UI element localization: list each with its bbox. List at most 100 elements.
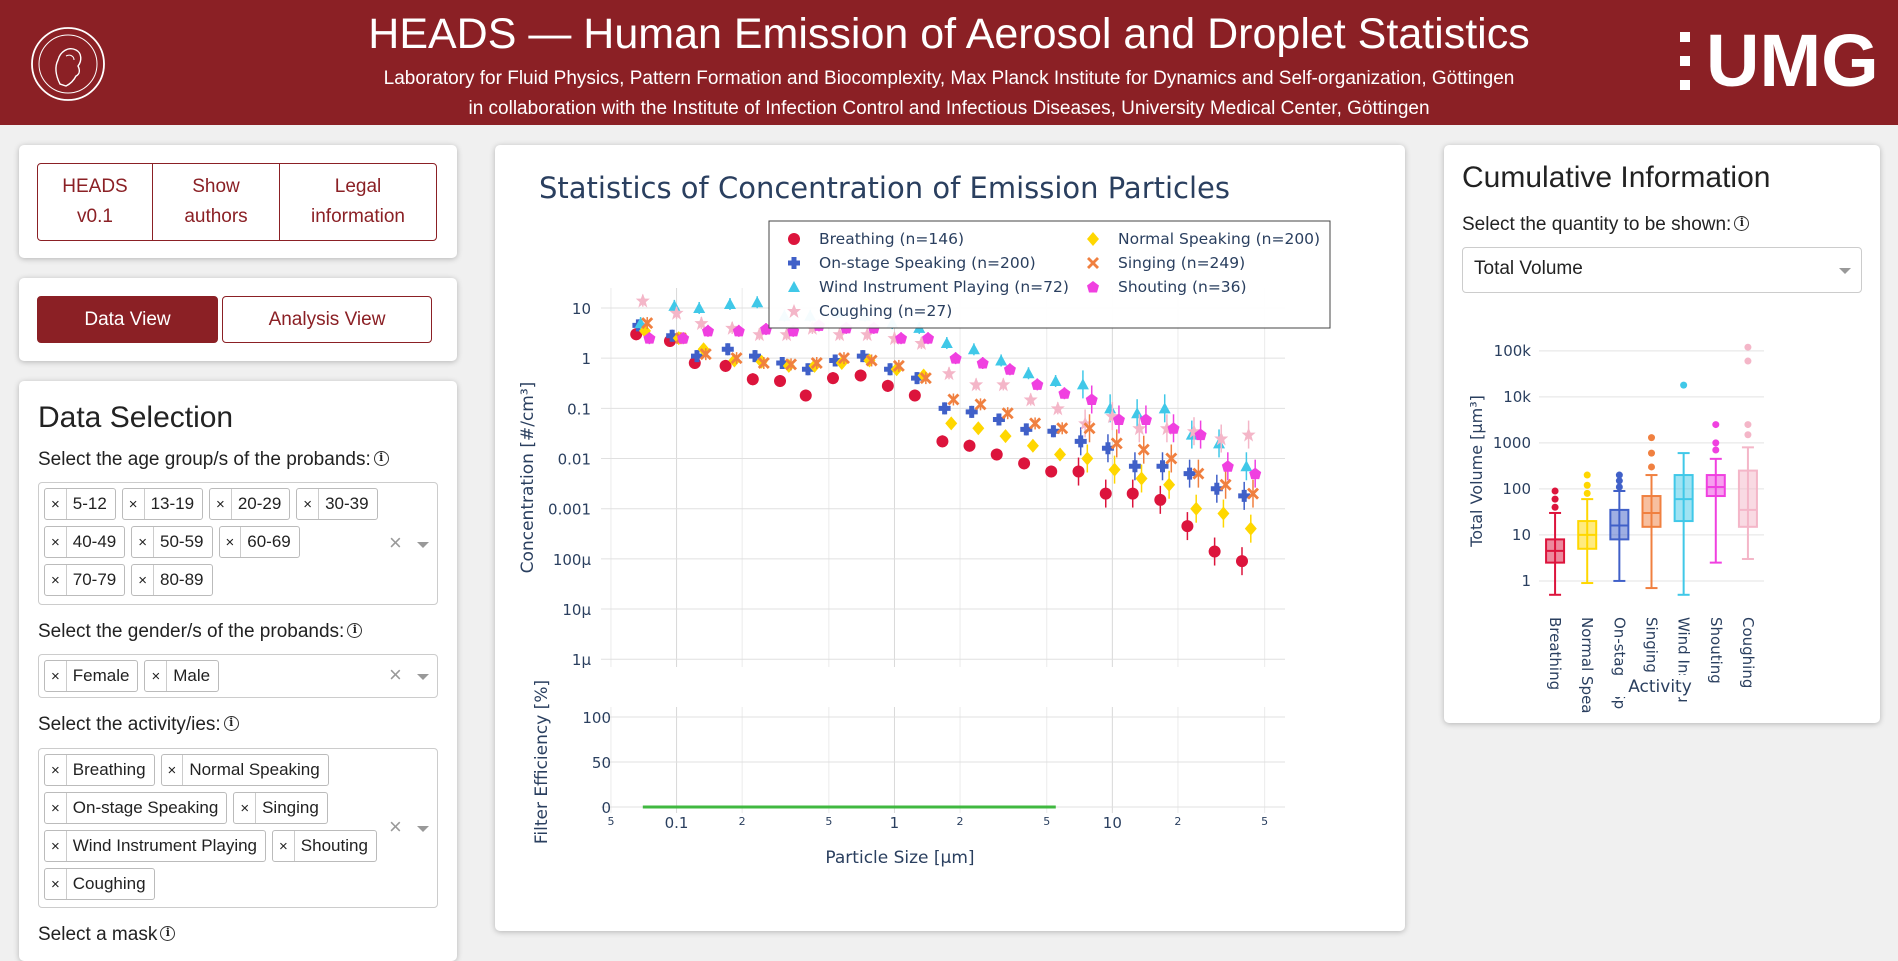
data-point[interactable] [1049, 375, 1062, 387]
data-point[interactable] [967, 343, 980, 355]
data-point[interactable] [1241, 427, 1256, 442]
legend-item[interactable]: Breathing (n=146) [788, 230, 964, 248]
quantity-chevron-down-icon[interactable] [1839, 268, 1851, 274]
data-point[interactable] [1244, 521, 1257, 536]
data-point[interactable] [1101, 442, 1114, 455]
box-2[interactable] [1609, 471, 1630, 582]
data-point[interactable] [701, 324, 714, 337]
data-point[interactable] [1181, 520, 1194, 533]
data-point[interactable] [1074, 435, 1087, 448]
data-point[interactable] [1221, 460, 1234, 472]
gender-chevron-down-icon[interactable] [417, 674, 429, 680]
data-point[interactable] [752, 327, 767, 342]
legal-information-button[interactable]: Legal information [280, 164, 436, 240]
remove-tag-icon[interactable]: × [45, 565, 67, 595]
data-point[interactable] [860, 327, 875, 342]
data-point[interactable] [908, 389, 921, 402]
concentration-chart[interactable]: Statistics of Concentration of Emission … [495, 145, 1405, 931]
data-point[interactable] [1135, 471, 1148, 486]
heads-version-button[interactable]: HEADS v0.1 [38, 164, 153, 240]
data-point[interactable] [1156, 460, 1169, 473]
data-point[interactable] [911, 372, 924, 385]
data-point[interactable] [666, 329, 679, 342]
data-point[interactable] [1219, 478, 1232, 491]
data-point[interactable] [668, 299, 681, 311]
data-point[interactable] [996, 377, 1011, 392]
data-point[interactable] [947, 393, 960, 406]
legend-item[interactable]: Shouting (n=36) [1087, 278, 1247, 296]
data-point[interactable] [1003, 363, 1016, 375]
data-point[interactable] [1183, 467, 1196, 480]
data-point[interactable] [1190, 501, 1203, 516]
remove-tag-icon[interactable]: × [123, 489, 145, 519]
data-point[interactable] [837, 352, 850, 365]
data-point[interactable] [721, 343, 734, 356]
data-point[interactable] [641, 317, 654, 330]
remove-tag-icon[interactable]: × [45, 661, 67, 691]
data-point[interactable] [1050, 401, 1065, 416]
data-point[interactable] [1208, 545, 1221, 558]
remove-tag-icon[interactable]: × [45, 527, 67, 557]
data-point[interactable] [1104, 402, 1117, 414]
remove-tag-icon[interactable]: × [132, 565, 155, 595]
show-authors-button[interactable]: Show authors [153, 164, 280, 240]
data-point[interactable] [895, 332, 908, 344]
data-point[interactable] [1240, 460, 1253, 472]
data-point[interactable] [810, 357, 823, 370]
data-point[interactable] [1137, 443, 1150, 456]
data-point[interactable] [749, 350, 762, 363]
data-point[interactable] [1083, 422, 1096, 435]
data-point[interactable] [1020, 423, 1033, 436]
analysis-view-button[interactable]: Analysis View [222, 296, 432, 343]
remove-tag-icon[interactable]: × [162, 755, 184, 785]
data-point[interactable] [884, 363, 897, 376]
data-point[interactable] [1001, 407, 1014, 420]
age-info-icon[interactable]: i [373, 451, 389, 466]
data-point[interactable] [690, 350, 703, 363]
data-point[interactable] [1154, 493, 1167, 506]
data-point[interactable] [1022, 367, 1035, 379]
legend-item[interactable]: Wind Instrument Playing (n=72) [788, 278, 1069, 296]
data-point[interactable] [1110, 437, 1123, 450]
remove-tag-icon[interactable]: × [45, 831, 67, 861]
data-point[interactable] [1054, 447, 1067, 462]
legend-item[interactable]: On-stage Speaking (n=200) [788, 254, 1036, 272]
box-1[interactable] [1577, 471, 1598, 585]
data-point[interactable] [1132, 421, 1147, 436]
data-point[interactable] [945, 416, 958, 431]
data-point[interactable] [1023, 392, 1038, 407]
data-point[interactable] [1210, 482, 1223, 495]
legend-item[interactable]: Coughing (n=27) [787, 302, 952, 320]
remove-tag-icon[interactable]: × [273, 831, 295, 861]
data-point[interactable] [1099, 487, 1112, 500]
data-point[interactable] [1108, 462, 1121, 477]
data-point[interactable] [1165, 452, 1178, 465]
data-point[interactable] [999, 429, 1012, 444]
data-point[interactable] [669, 305, 684, 320]
data-point[interactable] [974, 398, 987, 411]
data-point[interactable] [1158, 402, 1171, 414]
remove-tag-icon[interactable]: × [220, 527, 242, 557]
data-point[interactable] [1031, 378, 1044, 390]
data-point[interactable] [1192, 467, 1205, 480]
data-point[interactable] [965, 405, 978, 418]
data-point[interactable] [801, 363, 814, 376]
mask-info-icon[interactable]: i [160, 926, 176, 941]
data-point[interactable] [992, 413, 1005, 426]
data-point[interactable] [940, 337, 953, 349]
data-point[interactable] [1126, 487, 1139, 500]
data-point[interactable] [963, 439, 976, 452]
box-6[interactable] [1737, 343, 1758, 560]
quantity-dropdown[interactable]: Total Volume [1462, 247, 1862, 293]
data-point[interactable] [829, 354, 842, 367]
remove-tag-icon[interactable]: × [45, 793, 67, 823]
data-point[interactable] [854, 369, 867, 382]
data-point[interactable] [799, 389, 812, 402]
data-point[interactable] [635, 293, 650, 308]
data-point[interactable] [1246, 487, 1259, 500]
data-point[interactable] [892, 359, 905, 372]
data-point[interactable] [730, 352, 743, 365]
data-point[interactable] [972, 421, 985, 436]
data-point[interactable] [1081, 451, 1094, 466]
data-point[interactable] [881, 379, 894, 392]
